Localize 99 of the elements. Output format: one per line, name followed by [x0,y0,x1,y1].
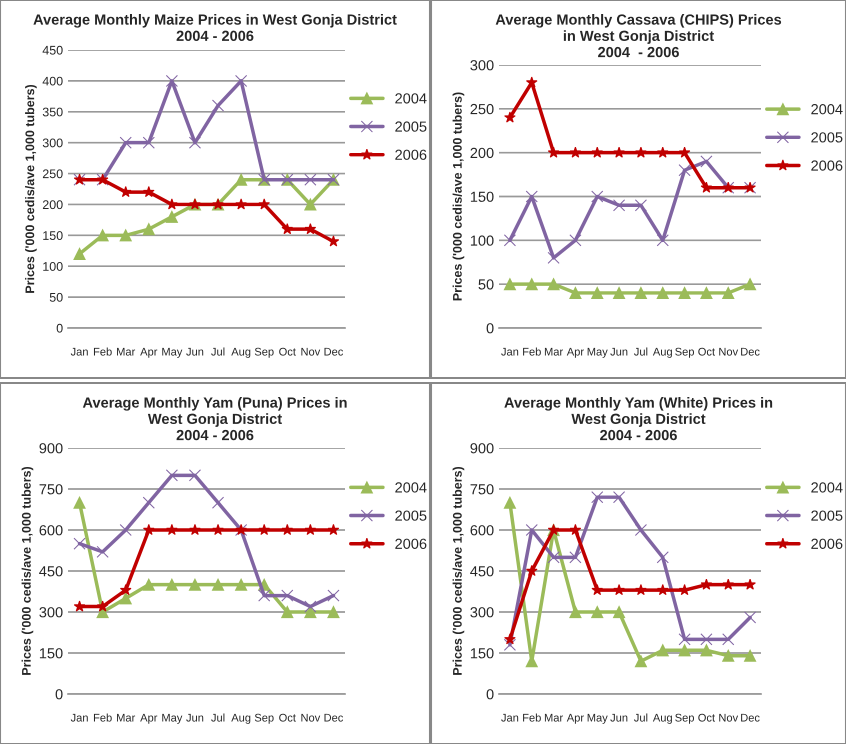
x-tick-label: Dec [324,348,344,356]
y-axis-title: Prices ('000 cedis/ave 1,000 tubers) [452,92,464,300]
y-tick-label: 350 [42,108,63,116]
x-tick-label: Jun [610,714,628,722]
x-tick-label: Dec [741,348,760,356]
x-tick-label: May [162,348,182,358]
y-tick-label: 250 [470,104,494,114]
x-tick-label: Oct [698,714,715,722]
y-tick-label: 450 [39,566,63,576]
y-tick-label: 50 [50,292,63,302]
x-tick-label: Sep [254,714,274,724]
y-tick-label: 0 [486,323,494,334]
legend-label: 2006 [395,538,426,549]
x-tick-label: Nov [719,714,738,722]
y-axis-title: Prices ('000 cedis/ave 1,000 tubers) [25,84,37,293]
x-tick-label: Nov [301,714,320,722]
x-tick-label: Mar [117,348,136,356]
x-tick-label: Feb [94,347,112,356]
x-tick-label: Dec [324,714,344,722]
x-tick-label: Nov [719,348,738,356]
y-tick-label: 450 [42,46,63,55]
x-tick-label: Oct [698,348,715,356]
legend-label: 2005 [811,510,842,521]
y-tick-label: 300 [470,60,494,70]
x-tick-label: Jan [70,714,88,722]
y-tick-label: 150 [40,648,63,658]
x-tick-label: Oct [279,348,296,356]
x-tick-label: Feb [94,713,112,722]
y-tick-label: 900 [39,443,63,454]
x-tick-label: Feb [523,347,541,356]
x-tick-label: May [588,714,608,724]
legend-label: 2005 [395,121,426,132]
y-tick-label: 200 [470,148,494,158]
y-axis-title: Prices ('000 cedis/ave 1,000 tubers) [22,466,34,675]
x-tick-label: Aug [231,714,250,724]
y-tick-label: 150 [470,648,494,658]
x-tick-label: Jan [70,348,88,356]
x-tick-label: Jul [211,713,224,722]
x-tick-label: Jan [501,348,518,356]
y-tick-label: 900 [470,443,494,454]
y-tick-label: 200 [42,200,63,210]
y-tick-label: 750 [40,484,63,494]
x-tick-label: Mar [544,714,563,722]
y-tick-label: 100 [470,235,494,246]
x-tick-label: Jun [186,714,204,722]
y-tick-label: 100 [43,262,63,271]
legend-label: 2004 [811,482,843,493]
y-tick-label: 150 [43,231,63,240]
y-tick-label: 150 [470,192,494,202]
y-tick-label: 0 [486,689,494,700]
y-tick-label: 300 [39,607,63,618]
x-tick-label: Nov [301,348,320,356]
x-tick-label: Mar [117,714,136,722]
y-axis-title: Prices ('000 cedis/ave 1,000 tubers) [452,466,464,675]
y-tick-label: 600 [470,525,494,536]
y-tick-label: 400 [42,76,63,86]
y-tick-label: 50 [478,279,494,290]
x-tick-label: Sep [675,348,694,358]
x-tick-label: Sep [254,348,274,358]
legend-label: 2004 [395,93,427,104]
y-tick-label: 0 [56,689,63,700]
x-tick-label: Apr [140,714,158,724]
chart-title: Average Monthly Maize Prices in West Gonja District 2004 - 2006 [33,14,397,42]
y-tick-label: 750 [470,484,494,494]
y-tick-label: 250 [42,169,63,178]
x-tick-label: Jul [634,347,648,356]
y-tick-label: 600 [40,525,63,536]
x-tick-label: Sep [675,714,694,724]
legend-label: 2004 [395,482,427,493]
x-tick-label: Apr [566,714,584,724]
chart-title: Average Monthly Yam (Puna) Prices in West Gonja District 2004 - 2006 [82,397,347,440]
x-tick-label: Oct [279,714,296,722]
y-tick-label: 450 [470,566,494,576]
x-tick-label: May [588,348,608,358]
legend-label: 2005 [395,510,426,521]
chart-title: Average Monthly Cassava (CHIPS) Prices in West Gonja District 2004 - 2006 [496,14,782,58]
x-tick-label: Feb [523,713,541,722]
x-tick-label: Apr [566,348,584,358]
legend-label: 2006 [811,160,842,171]
legend-label: 2005 [811,132,842,143]
x-tick-label: Jun [610,348,628,356]
x-tick-label: Dec [741,714,760,722]
x-tick-label: Mar [544,348,563,356]
x-tick-label: Jun [186,348,204,356]
x-tick-label: Aug [652,714,672,724]
x-tick-label: May [162,714,182,724]
legend-label: 2006 [395,150,426,160]
x-tick-label: Jul [211,347,224,356]
x-tick-label: Jan [501,714,518,722]
chart-title: Average Monthly Yam (White) Prices in West Gonja District 2004 - 2006 [504,397,772,440]
y-tick-label: 300 [470,607,494,618]
x-tick-label: Jul [634,713,648,722]
x-tick-label: Apr [140,348,158,358]
legend-label: 2004 [811,104,843,114]
y-tick-label: 300 [42,138,63,148]
x-tick-label: Aug [231,348,250,358]
x-tick-label: Aug [652,348,672,358]
y-tick-label: 0 [56,324,63,333]
legend-label: 2006 [811,538,842,549]
